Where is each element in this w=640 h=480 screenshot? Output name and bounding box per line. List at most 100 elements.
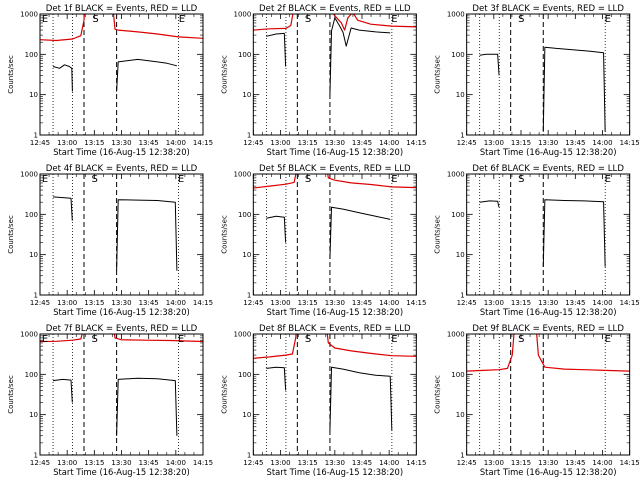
plot-frame <box>466 173 631 296</box>
x-tick-label: 13:45 <box>565 299 585 307</box>
plot-frame <box>39 13 204 136</box>
events-series-line <box>479 53 500 76</box>
y-tick-label: 10 <box>456 91 465 99</box>
lld-series-line <box>253 334 297 359</box>
x-tick-label: 14:00 <box>379 299 399 307</box>
x-tick-label: 14:00 <box>379 459 399 467</box>
y-tick-label: 1000 <box>234 11 252 19</box>
x-tick-label: 12:45 <box>30 139 50 147</box>
x-tick-label: 13:15 <box>84 139 104 147</box>
x-tick-label: 13:15 <box>84 299 104 307</box>
x-tick-label: 13:15 <box>84 459 104 467</box>
y-tick-label: 1 <box>34 292 38 300</box>
marker-label-E: E <box>391 334 397 345</box>
marker-label-E: E <box>42 334 48 345</box>
chart-panel-8: Det 8f BLACK = Events, RED = LLD Start Ti… <box>220 324 426 477</box>
y-tick-label: 1 <box>460 452 464 460</box>
y-tick-label: 1000 <box>447 11 465 19</box>
x-tick-label: 14:15 <box>193 459 213 467</box>
y-tick-label: 100 <box>25 211 38 219</box>
x-tick-label: 12:45 <box>30 299 50 307</box>
x-tick-label: 13:45 <box>352 459 372 467</box>
x-tick-label: 13:45 <box>352 139 372 147</box>
chart-title: Det 9f BLACK = Events, RED = LLD <box>472 324 624 334</box>
events-series-line <box>266 215 287 243</box>
x-tick-label: 14:15 <box>406 139 426 147</box>
y-tick-label: 100 <box>238 51 251 59</box>
marker-label-S: S <box>92 14 98 25</box>
x-tick-label: 13:30 <box>111 299 131 307</box>
x-tick-label: 12:45 <box>457 459 477 467</box>
x-axis-label: Start Time (16-Aug-15 12:38:20) <box>480 307 617 317</box>
y-tick-label: 10 <box>242 251 251 259</box>
x-tick-label: 13:15 <box>511 299 531 307</box>
x-tick-label: 12:45 <box>457 299 477 307</box>
x-tick-label: 12:45 <box>243 139 263 147</box>
y-tick-label: 1000 <box>234 171 252 179</box>
chart-title: Det 2f BLACK = Events, RED = LLD <box>259 4 411 14</box>
x-tick-label: 13:00 <box>270 299 290 307</box>
lld-series-line <box>40 14 85 42</box>
plot-frame <box>466 333 631 456</box>
x-tick-label: 13:00 <box>270 459 290 467</box>
x-axis-label: Start Time (16-Aug-15 12:38:20) <box>267 467 404 477</box>
events-series-line <box>542 46 606 132</box>
x-tick-label: 13:30 <box>538 139 558 147</box>
events-series-line <box>542 199 606 267</box>
x-tick-label: 14:15 <box>193 139 213 147</box>
y-tick-label: 1000 <box>20 171 38 179</box>
plot-area <box>253 334 417 455</box>
y-axis-label: Counts/sec <box>7 215 15 254</box>
marker-label-S: S <box>518 334 524 345</box>
marker-label-S: S <box>92 334 98 345</box>
y-tick-label: 10 <box>242 91 251 99</box>
chart-panel-7: Det 7f BLACK = Events, RED = LLD Start Ti… <box>7 324 213 477</box>
x-tick-label: 14:00 <box>166 139 186 147</box>
events-series-line <box>329 206 391 259</box>
x-tick-label: 13:15 <box>511 459 531 467</box>
x-axis-label: Start Time (16-Aug-15 12:38:20) <box>480 467 617 477</box>
y-tick-label: 1 <box>34 132 38 140</box>
lld-series-line <box>253 14 294 31</box>
x-tick-label: 14:15 <box>406 459 426 467</box>
lld-series-line <box>536 334 630 372</box>
chart-panel-2: Det 2f BLACK = Events, RED = LLD Start Ti… <box>220 4 426 157</box>
x-tick-label: 13:00 <box>484 299 504 307</box>
y-tick-label: 1000 <box>447 171 465 179</box>
y-tick-label: 10 <box>242 411 251 419</box>
x-tick-label: 13:00 <box>270 139 290 147</box>
plot-frame <box>39 173 204 296</box>
x-tick-label: 14:00 <box>592 139 612 147</box>
x-tick-label: 14:15 <box>406 299 426 307</box>
lld-series-line <box>112 14 203 39</box>
events-series-line <box>52 196 73 221</box>
chart-title: Det 4f BLACK = Events, RED = LLD <box>46 164 198 174</box>
plot-frame <box>39 333 204 456</box>
marker-label-S: S <box>92 174 98 185</box>
marker-label-S: S <box>518 14 524 25</box>
x-tick-label: 13:30 <box>538 459 558 467</box>
marker-label-E: E <box>605 14 611 25</box>
plot-area <box>466 334 630 455</box>
x-tick-label: 13:30 <box>325 299 345 307</box>
y-tick-label: 100 <box>451 211 464 219</box>
events-series-line <box>266 366 287 391</box>
marker-label-S: S <box>518 174 524 185</box>
x-tick-label: 13:00 <box>57 459 77 467</box>
plot-area <box>479 14 606 135</box>
lld-series-line <box>253 174 297 189</box>
y-tick-label: 1 <box>247 452 251 460</box>
y-axis-label: Counts/sec <box>220 375 228 414</box>
x-tick-label: 12:45 <box>457 139 477 147</box>
x-tick-label: 12:45 <box>243 299 263 307</box>
plot-area <box>253 174 417 295</box>
marker-label-E: E <box>391 174 397 185</box>
x-tick-label: 13:30 <box>325 139 345 147</box>
marker-label-S: S <box>305 174 311 185</box>
y-axis-label: Counts/sec <box>220 215 228 254</box>
chart-title: Det 6f BLACK = Events, RED = LLD <box>472 164 624 174</box>
lld-series-line <box>326 334 417 357</box>
y-axis-label: Counts/sec <box>7 375 15 414</box>
events-series-line <box>52 64 73 92</box>
